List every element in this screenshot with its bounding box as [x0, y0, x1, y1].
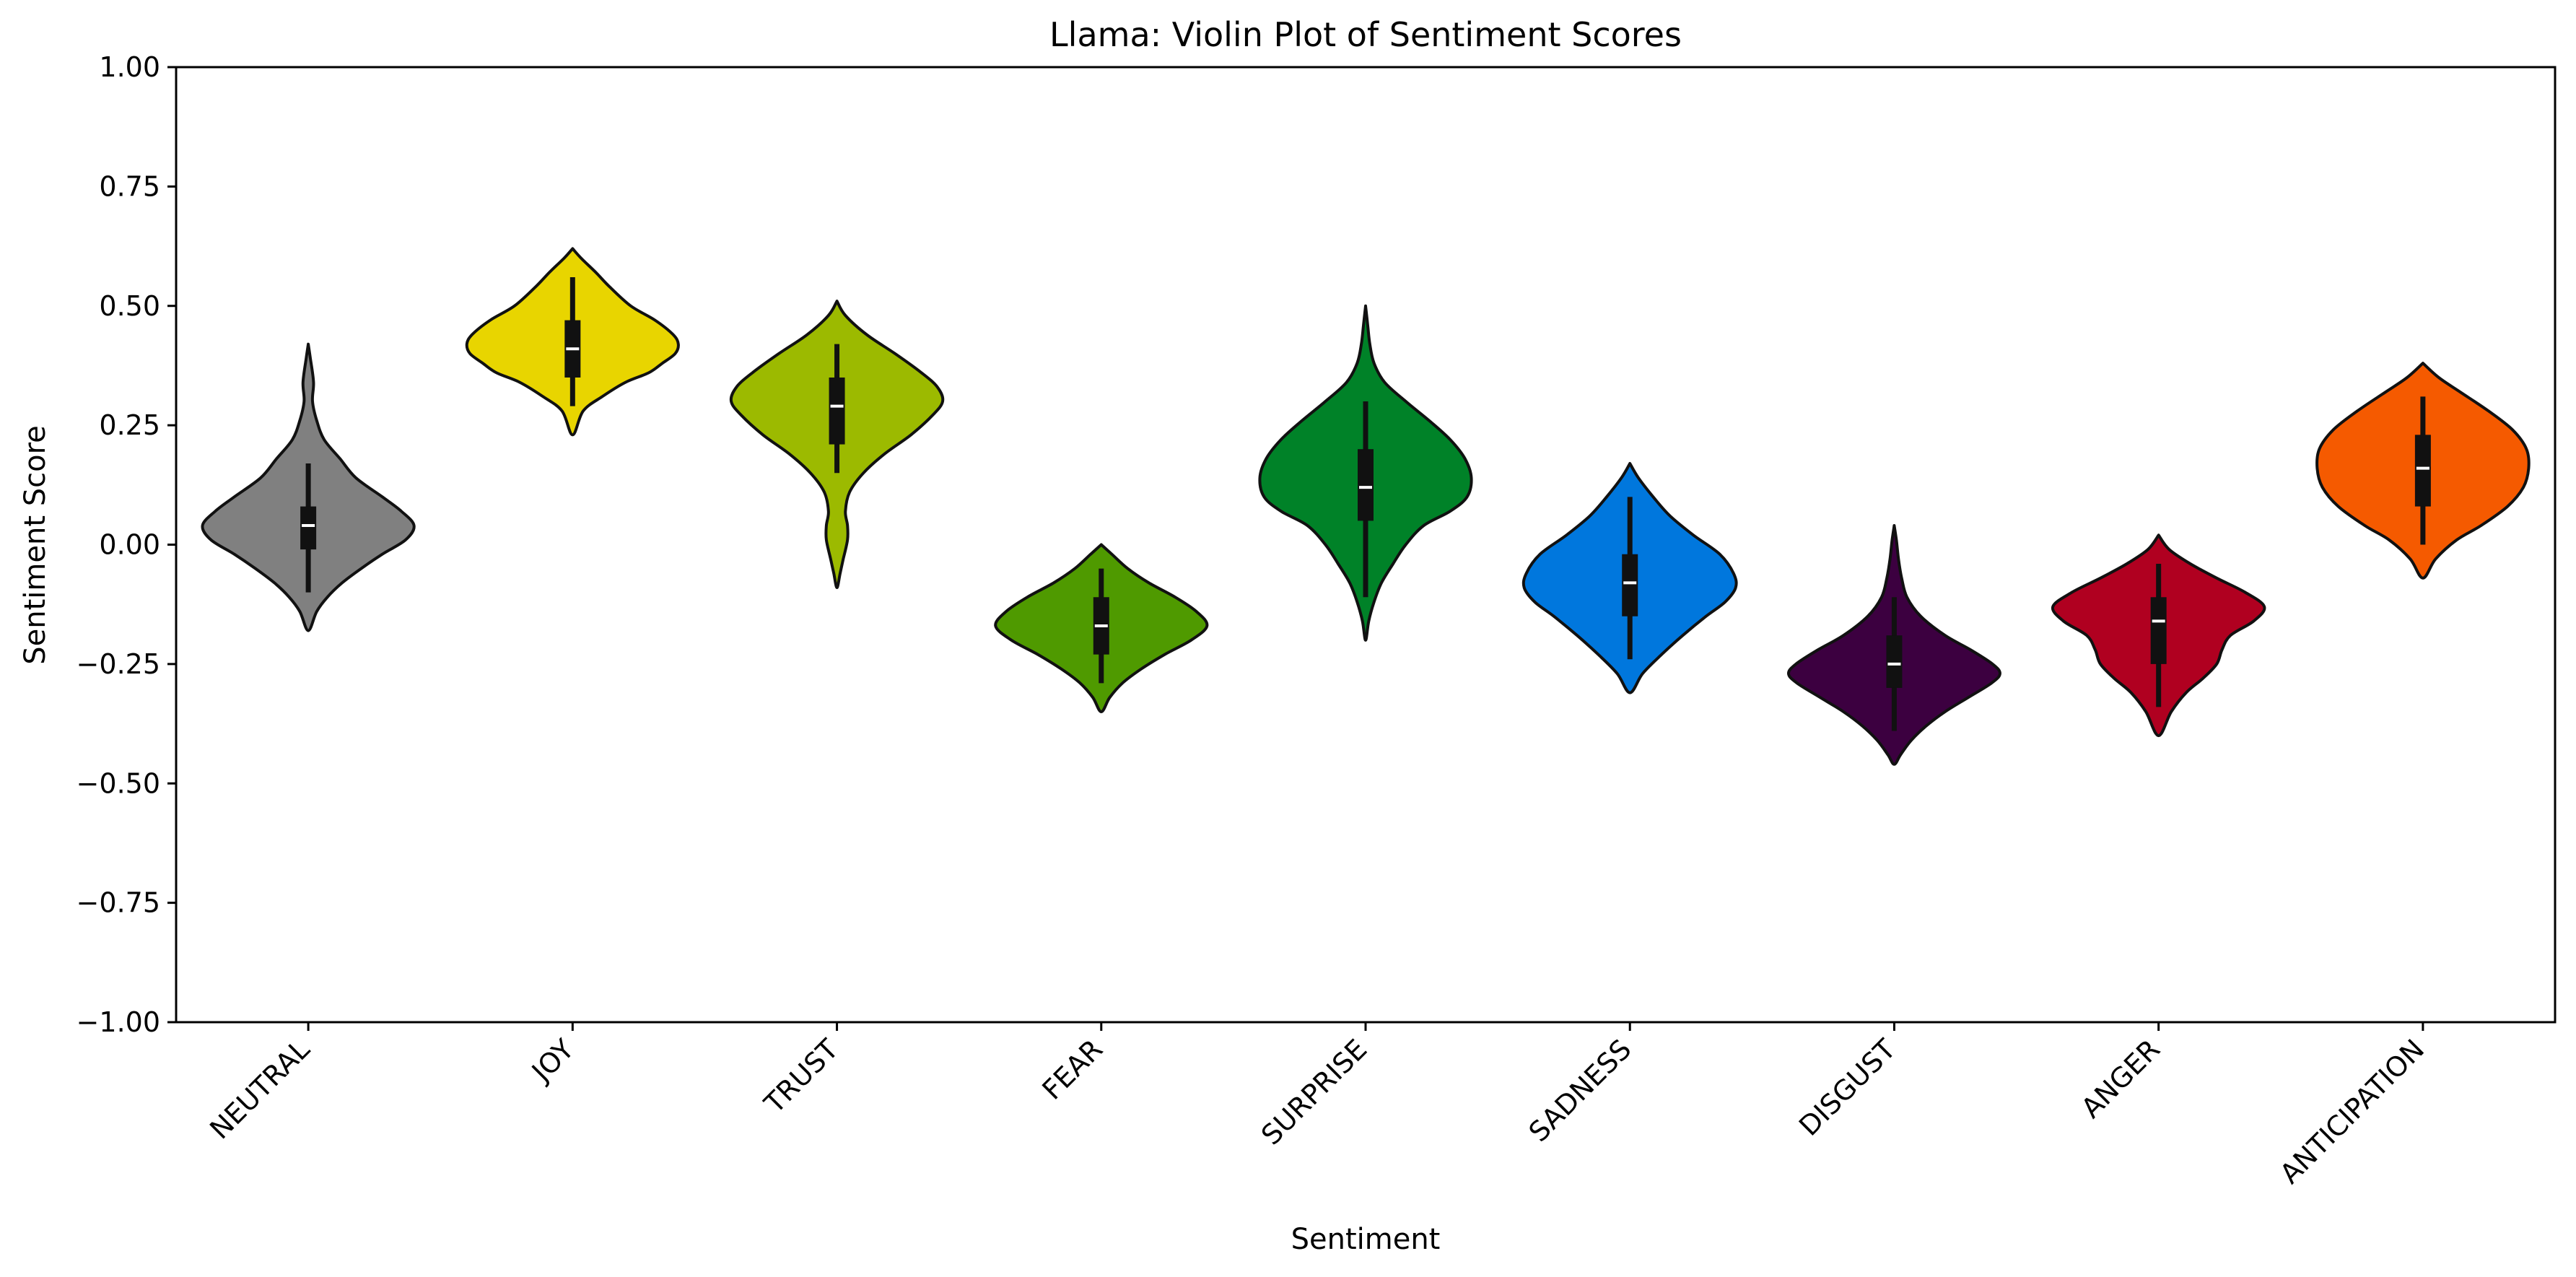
iqr-box-neutral [300, 506, 317, 550]
y-tick-label: 0.00 [99, 529, 160, 561]
iqr-box-sadness [1622, 554, 1638, 616]
y-axis: −1.00 −0.75 −0.50 −0.25 0.00 0.25 0.50 0.75 1.00 [77, 51, 176, 1038]
y-tick-label: 0.25 [99, 409, 160, 441]
iqr-box-disgust [1886, 635, 1903, 688]
y-tick-label: 1.00 [99, 51, 160, 83]
iqr-box-anger [2150, 597, 2167, 664]
iqr-box-trust [829, 377, 845, 445]
y-tick-label: −1.00 [77, 1006, 160, 1038]
iqr-box-anticipation [2414, 435, 2431, 507]
y-tick-label: −0.75 [77, 887, 160, 919]
y-tick-label: −0.25 [77, 648, 160, 680]
x-axis-label: Sentiment [1291, 1223, 1441, 1256]
boxes-layer [300, 277, 2431, 731]
chart-title: Llama: Violin Plot of Sentiment Scores [1049, 15, 1682, 54]
y-tick-label: 0.50 [99, 290, 160, 322]
y-tick-label: 0.75 [99, 170, 160, 202]
y-axis-label: Sentiment Score [19, 425, 52, 665]
y-tick-label: −0.50 [77, 767, 160, 799]
iqr-box-surprise [1358, 449, 1374, 521]
